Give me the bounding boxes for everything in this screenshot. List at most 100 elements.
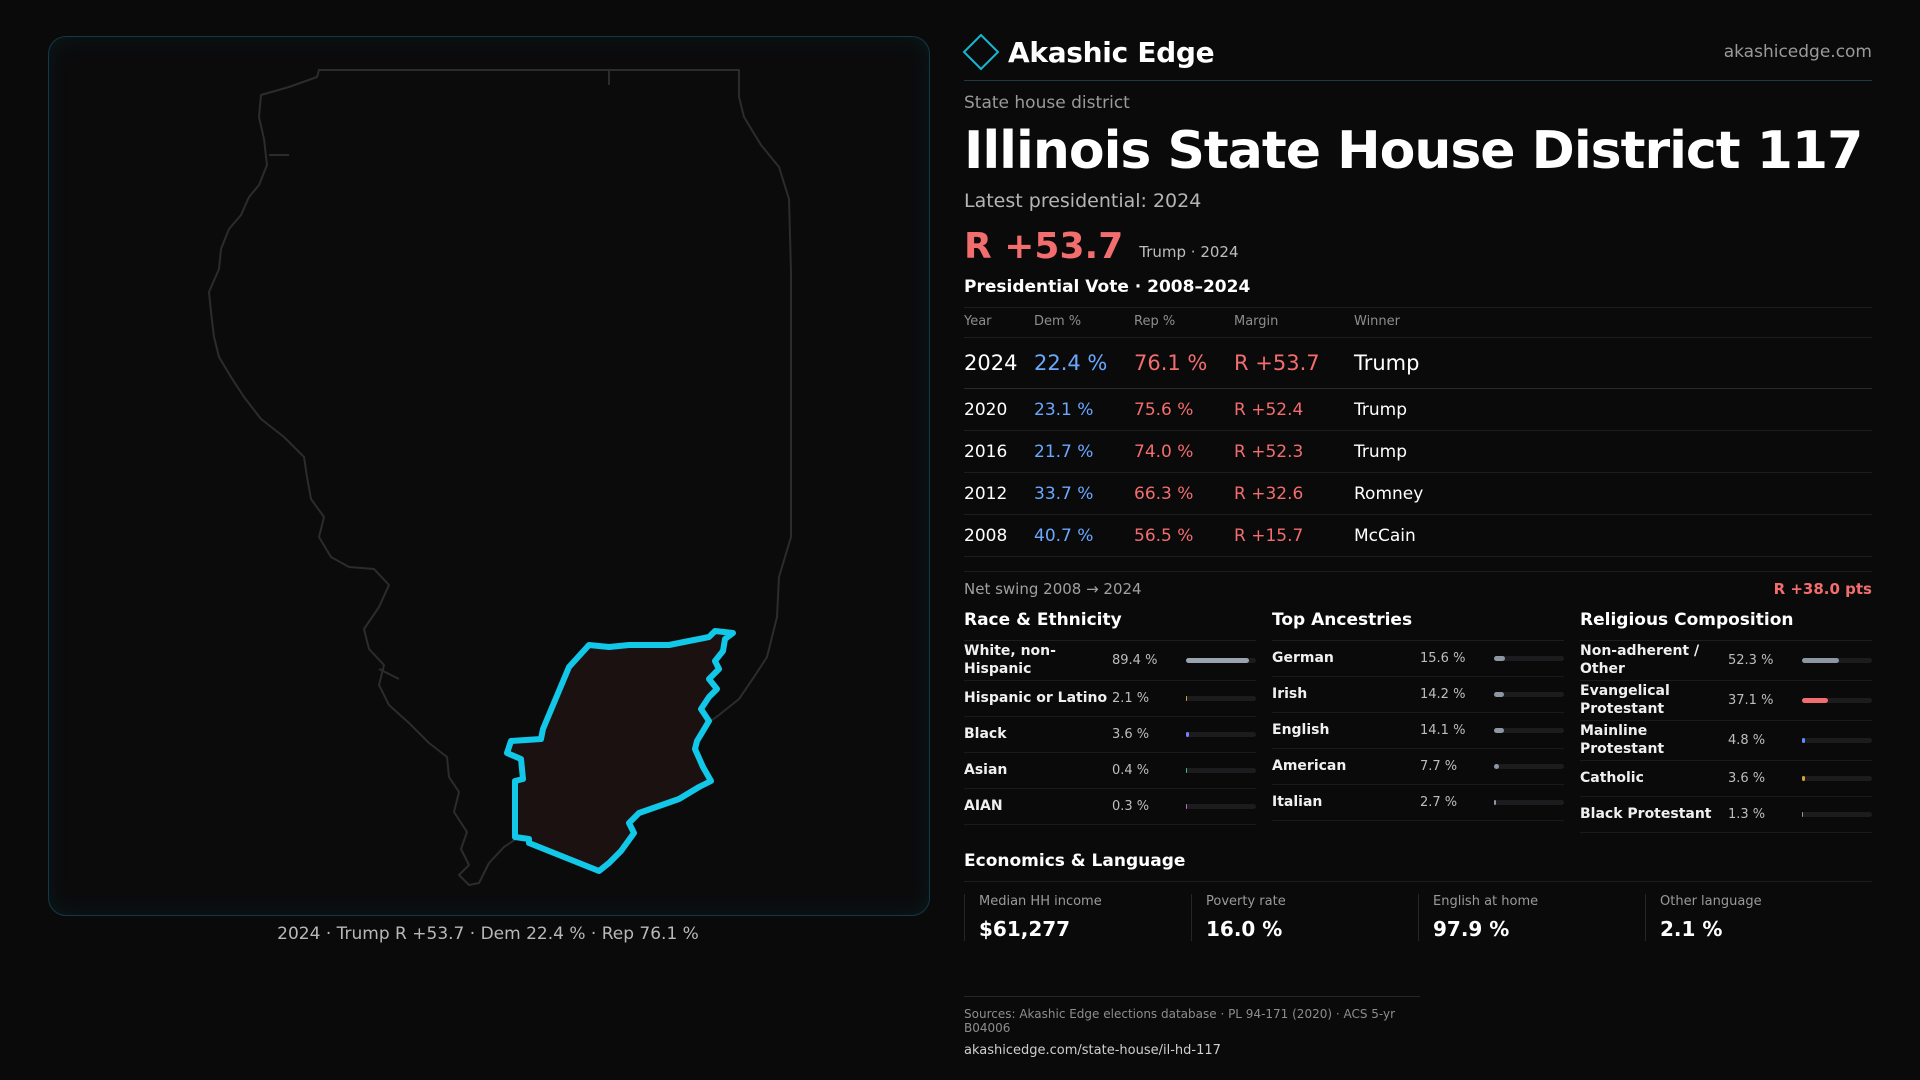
headline-margin: R +53.7 Trump · 2024 — [964, 226, 1872, 267]
district-type: State house district — [964, 93, 1130, 113]
stat-row-label: Catholic — [1580, 769, 1644, 786]
cell-dem: 40.7 % — [1034, 514, 1134, 558]
cell-margin: R +52.4 — [1234, 388, 1354, 432]
stat-row-label: American — [1272, 757, 1347, 774]
stat-row-bar-fill — [1186, 696, 1188, 702]
diamond-logo-icon — [962, 33, 1000, 71]
stat-row: Mainline Protestant 4.8 % — [1580, 721, 1872, 762]
cell-rep: 76.1 % — [1134, 337, 1234, 390]
stat-row-label: Mainline Protestant — [1580, 723, 1665, 757]
headline-margin-sub: Trump · 2024 — [1139, 243, 1239, 262]
stat-label: Poverty rate — [1206, 894, 1286, 910]
table-row[interactable]: 2024 22.4 % 76.1 % R +53.7 Trump — [964, 337, 1872, 390]
district-map[interactable] — [49, 37, 929, 915]
col-rep: Rep % — [1134, 307, 1234, 339]
vote-table: Year Dem % Rep % Margin Winner 2024 22.4… — [964, 307, 1872, 558]
stat-row-bar-track — [1802, 738, 1872, 744]
stat-row-bar-fill — [1802, 812, 1803, 818]
stat-row-bar-fill — [1494, 728, 1504, 734]
stat-value: $61,277 — [979, 917, 1071, 942]
sources-footer: Sources: Akashic Edge elections database… — [964, 996, 1420, 1058]
religion-section: Religious Composition Non-adherent / Oth… — [1580, 610, 1872, 834]
demographics: Race & Ethnicity White, non-Hispanic 89.4… — [964, 610, 1872, 834]
stat-row-percent: 0.4 % — [1112, 763, 1150, 779]
brand-url-link[interactable]: akashicedge.com — [1723, 42, 1872, 62]
stat-row-percent: 14.1 % — [1420, 723, 1466, 739]
stat-row-bar-fill — [1186, 658, 1249, 664]
latest-presidential-label: Latest presidential: 2024 — [964, 190, 1202, 213]
table-row[interactable]: 2020 23.1 % 75.6 % R +52.4 Trump — [964, 388, 1872, 432]
cell-margin: R +15.7 — [1234, 514, 1354, 558]
stat-row: Black 3.6 % — [964, 717, 1256, 754]
stat-row: Asian 0.4 % — [964, 753, 1256, 790]
stat-row-percent: 1.3 % — [1728, 807, 1766, 823]
stat-row-label: Italian — [1272, 793, 1323, 810]
stat-row-label: Asian — [964, 761, 1008, 778]
stat-row: Non-adherent / Other 52.3 % — [1580, 641, 1872, 682]
stat-row-label: Irish — [1272, 685, 1308, 702]
stat-row-label: AIAN — [964, 797, 1003, 814]
stat-row-bar-fill — [1494, 656, 1505, 662]
stat-row-bar-fill — [1494, 764, 1500, 770]
stat-row-percent: 2.7 % — [1420, 795, 1458, 811]
stat-row-bar-track — [1494, 800, 1564, 806]
cell-margin: R +52.3 — [1234, 430, 1354, 474]
col-year: Year — [964, 307, 1034, 339]
table-row[interactable]: 2008 40.7 % 56.5 % R +15.7 McCain — [964, 514, 1872, 558]
stat-row-bar-fill — [1802, 698, 1828, 704]
stat-row-label: German — [1272, 649, 1334, 666]
economics-title: Economics & Language — [964, 851, 1872, 883]
stat-row-percent: 4.8 % — [1728, 733, 1766, 749]
net-swing-value: R +38.0 pts — [1773, 580, 1872, 599]
stat-row-bar-track — [1494, 764, 1564, 770]
stat-row-bar-track — [1802, 698, 1872, 704]
stat-row-bar-track — [1494, 728, 1564, 734]
cell-dem: 22.4 % — [1034, 337, 1134, 390]
cell-year: 2012 — [964, 472, 1034, 516]
stat-row-percent: 14.2 % — [1420, 687, 1466, 703]
cell-year: 2020 — [964, 388, 1034, 432]
stat-row-percent: 37.1 % — [1728, 693, 1774, 709]
stat-row-bar-track — [1186, 732, 1256, 738]
stat-row-percent: 89.4 % — [1112, 653, 1158, 669]
brand-name[interactable]: Akashic Edge — [1008, 35, 1215, 69]
stat-row-bar-fill — [1186, 732, 1189, 738]
stat-row-bar-track — [1802, 812, 1872, 818]
cell-margin: R +53.7 — [1234, 337, 1354, 390]
stat-row-bar-track — [1186, 768, 1256, 774]
stat-row-bar-fill — [1802, 776, 1805, 782]
map-panel[interactable] — [48, 36, 930, 916]
race-section: Race & Ethnicity White, non-Hispanic 89.4… — [964, 610, 1256, 833]
stat-row-percent: 0.3 % — [1112, 799, 1150, 815]
stat-row: Evangelical Protestant 37.1 % — [1580, 681, 1872, 722]
stat-row-label: Hispanic or Latino — [964, 689, 1108, 706]
district-117-shape[interactable] — [504, 628, 736, 874]
table-row[interactable]: 2016 21.7 % 74.0 % R +52.3 Trump — [964, 430, 1872, 474]
stat-row: Italian 2.7 % — [1272, 785, 1564, 822]
cell-rep: 75.6 % — [1134, 388, 1234, 432]
ancestry-list: German 15.6 % Irish 14.2 % English 14.1 % Amer… — [1272, 641, 1564, 822]
permalink[interactable]: akashicedge.com/state-house/il-hd-117 — [964, 1043, 1221, 1058]
col-dem: Dem % — [1034, 307, 1134, 339]
cell-dem: 23.1 % — [1034, 388, 1134, 432]
stat-row: Irish 14.2 % — [1272, 677, 1564, 714]
cell-winner: McCain — [1354, 514, 1872, 558]
stat-poverty-rate: Poverty rate 16.0 % — [1191, 894, 1400, 942]
economics-stats: Median HH income $61,277 Poverty rate 16… — [964, 894, 1872, 942]
stat-row-bar-track — [1802, 776, 1872, 782]
stat-row: Black Protestant 1.3 % — [1580, 797, 1872, 834]
net-swing-label: Net swing 2008 → 2024 — [964, 580, 1142, 599]
col-winner: Winner — [1354, 307, 1872, 339]
stat-row: White, non-Hispanic 89.4 % — [964, 641, 1256, 682]
table-row[interactable]: 2012 33.7 % 66.3 % R +32.6 Romney — [964, 472, 1872, 516]
stat-row-label: English — [1272, 721, 1330, 738]
stat-value: 16.0 % — [1206, 917, 1283, 942]
stat-value: 2.1 % — [1660, 917, 1723, 942]
stat-row-bar-track — [1802, 658, 1872, 664]
stat-row: German 15.6 % — [1272, 641, 1564, 678]
cell-rep: 56.5 % — [1134, 514, 1234, 558]
stat-row-label: White, non-Hispanic — [964, 643, 1056, 677]
headline-margin-value: R +53.7 — [964, 226, 1124, 268]
stat-row-bar-fill — [1802, 738, 1806, 744]
cell-year: 2008 — [964, 514, 1034, 558]
